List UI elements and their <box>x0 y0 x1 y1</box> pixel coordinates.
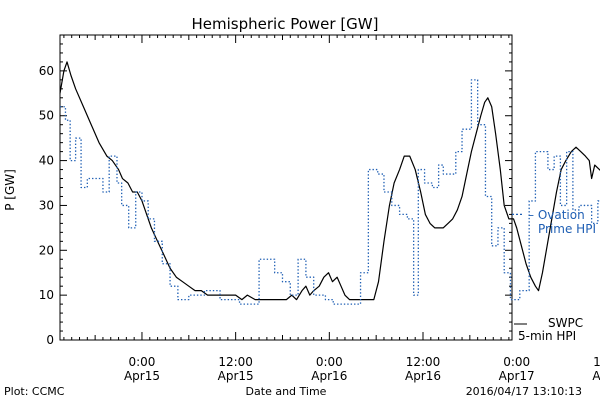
x-tick-date-label: Apr15 <box>124 369 160 383</box>
x-tick-date-label: Apr17 <box>592 369 600 383</box>
x-tick-time-label: 0:00 <box>316 355 343 369</box>
legend-swpc-line1: SWPC <box>548 316 583 330</box>
x-tick-time-label: 0:00 <box>128 355 155 369</box>
legend-ovation-line2: Prime HPI <box>538 222 596 236</box>
series-layer <box>59 61 600 305</box>
y-tick-label: 10 <box>39 288 54 302</box>
legend-ovation-line1: – Ovation <box>528 208 585 222</box>
x-tick-time-label: 12:00 <box>406 355 441 369</box>
x-tick-date-label: Apr15 <box>218 369 254 383</box>
y-tick-label: 30 <box>39 198 54 212</box>
y-tick-label: 40 <box>39 154 54 168</box>
swpc-hpi-line <box>59 61 600 301</box>
legend-swpc-line2: 5-min HPI <box>518 329 576 343</box>
x-tick-date-label: Apr17 <box>499 369 535 383</box>
chart-title: Hemispheric Power [GW] <box>192 15 379 33</box>
footer-timestamp: 2016/04/17 13:10:13 <box>466 385 582 398</box>
y-tick-label: 20 <box>39 243 54 257</box>
x-tick-time-label: 12:00 <box>593 355 600 369</box>
x-tick-time-label: 12:00 <box>218 355 253 369</box>
x-axis-label: Date and Time <box>246 385 327 398</box>
x-tick-date-label: Apr16 <box>311 369 347 383</box>
footer-credit: Plot: CCMC <box>4 385 65 398</box>
plot-area <box>59 34 513 341</box>
ovation-prime-hpi-line <box>60 79 600 305</box>
x-tick-time-label: 0:00 <box>503 355 530 369</box>
y-axis-label: P [GW] <box>3 169 17 211</box>
y-tick-label: 50 <box>39 109 54 123</box>
y-tick-label: 60 <box>39 64 54 78</box>
y-tick-label: 0 <box>46 333 54 347</box>
x-tick-date-label: Apr16 <box>405 369 441 383</box>
y-axis: 0 10 20 30 40 50 60 <box>39 34 512 347</box>
x-axis: 0:00Apr1512:00Apr150:00Apr1612:00Apr160:… <box>63 35 600 383</box>
